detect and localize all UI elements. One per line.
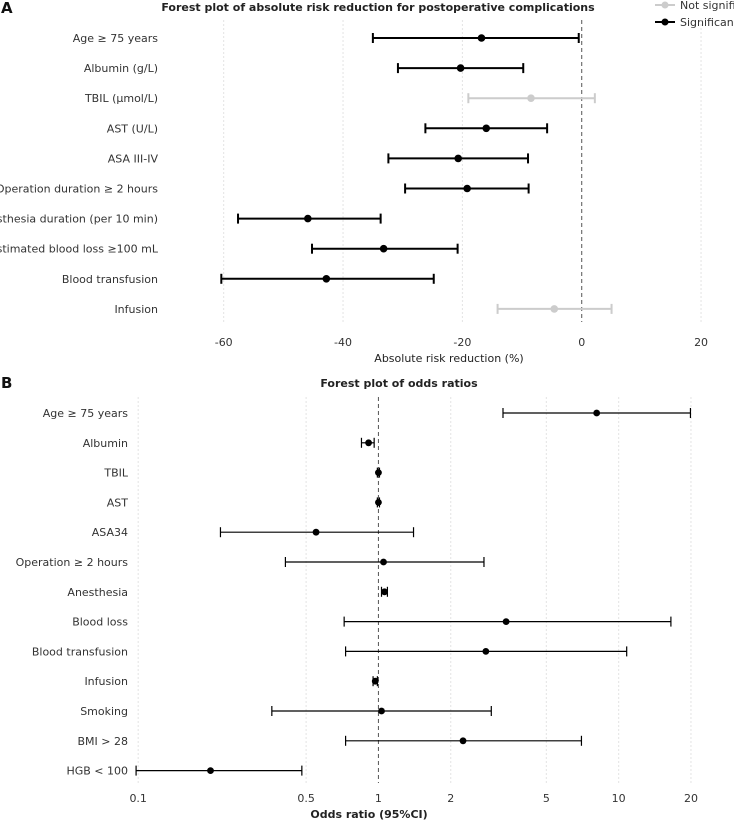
point-estimate-anesthesia-duration-per-10-min bbox=[304, 214, 312, 223]
row-label-anesthesia-duration-per-10-min: Anesthesia duration (per 10 min) bbox=[0, 213, 158, 226]
x-tick-label-20: 20 bbox=[694, 336, 708, 349]
point-estimate-asa-iii-iv bbox=[454, 154, 463, 163]
row-label-bmi-28: BMI > 28 bbox=[78, 735, 129, 748]
legend-not-significant-marker bbox=[661, 1, 669, 9]
row-label-asa-iii-iv: ASA III-IV bbox=[108, 152, 159, 165]
x-tick-label-20: -20 bbox=[453, 336, 471, 349]
point-estimate-operation-2-hours bbox=[380, 558, 387, 566]
row-label-blood-loss: Blood loss bbox=[72, 616, 128, 629]
panel-b-title: Forest plot of odds ratios bbox=[320, 377, 478, 390]
row-label-age-75-years: Age ≥ 75 years bbox=[43, 407, 129, 420]
panel-b-x-axis-label: Odds ratio (95%CI) bbox=[310, 808, 427, 821]
legend-significant-label: Significant bbox=[680, 16, 734, 29]
x-tick-label-40: -40 bbox=[334, 336, 352, 349]
point-estimate-smoking bbox=[378, 707, 385, 715]
point-estimate-ast bbox=[375, 499, 382, 506]
point-estimate-blood-loss bbox=[502, 618, 510, 625]
row-label-operation-2-hours: Operation ≥ 2 hours bbox=[16, 556, 129, 569]
point-estimate-tbil bbox=[375, 469, 382, 476]
point-estimate-infusion bbox=[550, 305, 559, 313]
panel-letter-a: A bbox=[1, 0, 13, 17]
panel-b-plot: 0.1 0.5 1 2 5 10 20 Age ≥ 75 years Albumin TBIL AS… bbox=[16, 397, 698, 805]
x-tick-label-10: 10 bbox=[612, 792, 626, 805]
row-label-hgb-100: HGB < 100 bbox=[66, 765, 128, 778]
row-label-anesthesia: Anesthesia bbox=[67, 586, 128, 599]
point-estimate-blood-transfusion bbox=[482, 648, 490, 655]
point-estimate-hgb-100 bbox=[207, 767, 214, 774]
row-label-smoking: Smoking bbox=[80, 705, 128, 718]
legend-not-significant-label: Not significant bbox=[680, 0, 734, 12]
row-label-blood-transfusion: Blood transfusion bbox=[32, 645, 128, 658]
panel-a-legend: Not significant Significant bbox=[655, 0, 734, 29]
point-estimate-age-75-years bbox=[593, 409, 601, 417]
panel-letter-b: B bbox=[1, 374, 12, 392]
x-tick-label-1: 1 bbox=[375, 792, 382, 805]
row-label-asa34: ASA34 bbox=[92, 526, 128, 539]
row-label-infusion: Infusion bbox=[84, 675, 128, 688]
legend-significant-marker bbox=[661, 18, 669, 26]
point-estimate-estimated-blood-loss-100-ml bbox=[379, 244, 388, 253]
row-label-infusion: Infusion bbox=[114, 303, 158, 316]
row-label-operation-duration-2-hours: Operation duration ≥ 2 hours bbox=[0, 183, 158, 196]
x-tick-label-0-5: 0.5 bbox=[297, 792, 315, 805]
point-estimate-infusion bbox=[371, 677, 379, 685]
point-estimate-tbil-mol-l bbox=[527, 94, 535, 102]
row-label-blood-transfusion: Blood transfusion bbox=[62, 273, 158, 286]
panel-a-plot: -60 -40 -20 0 20 Age ≥ 75 years Albumin (g/L) T… bbox=[0, 20, 708, 349]
row-label-tbil: TBIL bbox=[103, 467, 129, 480]
x-tick-label-0: 0 bbox=[578, 336, 585, 349]
point-estimate-age-75-years bbox=[477, 34, 486, 42]
point-estimate-asa34 bbox=[312, 528, 320, 536]
row-label-albumin: Albumin bbox=[83, 437, 128, 450]
x-tick-label-60: -60 bbox=[215, 336, 233, 349]
row-label-tbil-mol-l: TBIL (μmol/L) bbox=[84, 92, 158, 105]
point-estimate-ast-u-l bbox=[482, 124, 491, 133]
row-label-estimated-blood-loss-100-ml: Estimated blood loss ≥100 mL bbox=[0, 243, 159, 256]
point-estimate-albumin bbox=[365, 439, 372, 447]
row-label-ast: AST bbox=[107, 496, 129, 509]
panel-a-x-axis-label: Absolute risk reduction (%) bbox=[374, 352, 523, 365]
row-label-age-75-years: Age ≥ 75 years bbox=[73, 32, 159, 45]
row-label-ast-u-l: AST (U/L) bbox=[107, 122, 158, 135]
point-estimate-bmi-28 bbox=[459, 737, 467, 745]
row-label-albumin-g-l: Albumin (g/L) bbox=[84, 62, 158, 75]
point-estimate-albumin-g-l bbox=[456, 64, 465, 72]
x-tick-label-20: 20 bbox=[684, 792, 698, 805]
point-estimate-anesthesia bbox=[381, 588, 388, 596]
x-tick-label-5: 5 bbox=[543, 792, 550, 805]
x-tick-label-0-1: 0.1 bbox=[129, 792, 147, 805]
point-estimate-blood-transfusion bbox=[322, 275, 331, 283]
panel-a-title: Forest plot of absolute risk reduction f… bbox=[161, 1, 595, 14]
x-tick-label-2: 2 bbox=[447, 792, 454, 805]
point-estimate-operation-duration-2-hours bbox=[463, 184, 471, 193]
